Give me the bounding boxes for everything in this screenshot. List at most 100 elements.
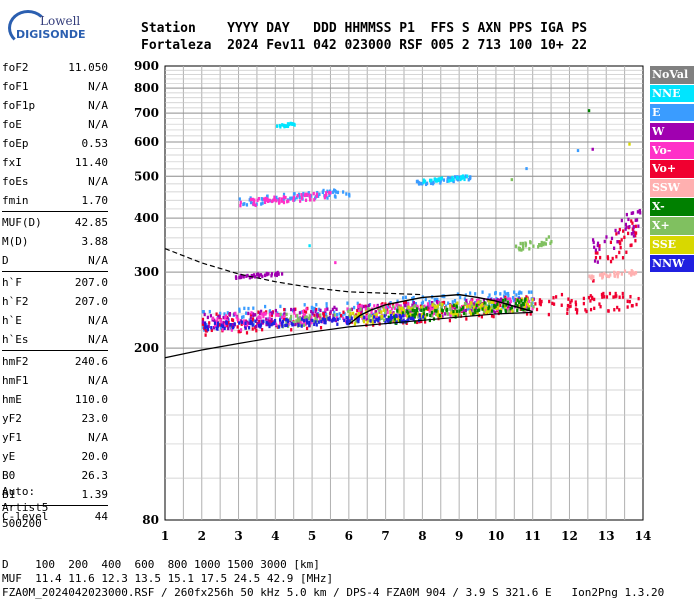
echo-mark — [530, 290, 533, 294]
echo-mark — [524, 308, 527, 313]
y-tick-label: 700 — [134, 106, 159, 120]
param-value: 240.6 — [74, 355, 108, 368]
echo-mark — [252, 306, 255, 310]
echo-mark — [313, 306, 316, 311]
param-row: hmE 110.0 — [2, 390, 108, 409]
echo-mark — [237, 318, 240, 322]
echo-mark — [613, 274, 616, 278]
echo-mark — [298, 311, 301, 315]
param-value: N/A — [88, 80, 108, 93]
echo-mark — [474, 310, 477, 315]
param-key: B1 — [2, 488, 16, 501]
echo-mark — [621, 291, 624, 296]
echo-mark — [235, 315, 238, 319]
echo-mark — [201, 322, 205, 326]
echo-mark — [513, 290, 516, 294]
echo-mark — [634, 231, 638, 235]
echo-mark — [603, 271, 606, 276]
echo-mark — [619, 245, 622, 250]
echo-mark — [317, 320, 320, 324]
echo-mark — [596, 251, 599, 255]
echo-mark — [315, 319, 318, 323]
echo-point — [308, 244, 311, 248]
echo-mark — [516, 308, 519, 313]
param-key: hmF2 — [2, 355, 29, 368]
echo-mark — [257, 196, 261, 201]
echo-mark — [410, 307, 413, 311]
echo-mark — [332, 188, 336, 192]
echo-mark — [270, 274, 273, 278]
echo-mark — [446, 307, 449, 312]
echo-mark — [228, 313, 231, 317]
echo-mark — [240, 322, 243, 326]
echo-mark — [268, 312, 272, 317]
echo-mark — [279, 125, 282, 129]
echo-mark — [312, 191, 315, 196]
echo-mark — [387, 320, 390, 325]
echo-mark — [635, 302, 638, 307]
echo-mark — [227, 326, 230, 331]
echo-mark — [384, 305, 387, 310]
param-key: fmin — [2, 194, 29, 207]
echo-mark — [430, 311, 434, 315]
echo-mark — [613, 246, 616, 250]
param-value: 207.0 — [74, 276, 108, 289]
echo-mark — [383, 314, 386, 318]
param-value: 1.70 — [81, 194, 109, 207]
echo-mark — [356, 318, 359, 322]
echo-mark — [390, 307, 393, 311]
echo-mark — [239, 203, 242, 208]
param-key: B0 — [2, 469, 16, 482]
echo-mark — [286, 319, 290, 324]
echo-mark — [299, 320, 302, 325]
echo-mark — [551, 301, 554, 306]
echo-mark — [245, 311, 248, 315]
echo-mark — [231, 318, 235, 323]
echo-mark — [569, 304, 572, 308]
echo-mark — [386, 310, 389, 314]
echo-point — [525, 167, 528, 171]
echo-mark — [400, 316, 403, 320]
echo-mark — [449, 303, 452, 308]
echo-mark — [622, 229, 625, 233]
echo-mark — [472, 302, 475, 306]
echo-mark — [422, 308, 426, 312]
echo-mark — [276, 270, 279, 275]
echo-mark — [414, 320, 417, 324]
echo-mark — [255, 317, 259, 321]
x-tick-label: 9 — [455, 529, 463, 543]
echo-mark — [315, 194, 318, 198]
echo-mark — [450, 307, 454, 311]
echo-mark — [602, 291, 605, 296]
echo-mark — [430, 314, 433, 318]
echo-mark — [527, 290, 531, 294]
echo-mark — [547, 235, 550, 239]
y-tick-label: 900 — [134, 59, 159, 73]
echo-mark — [300, 196, 304, 200]
echo-mark — [535, 307, 539, 312]
echo-mark — [225, 321, 228, 326]
echo-mark — [606, 256, 610, 261]
echo-mark — [398, 317, 401, 321]
echo-mark — [502, 294, 506, 298]
echo-mark — [522, 307, 525, 312]
echo-mark — [259, 325, 262, 329]
echo-mark — [507, 293, 510, 298]
echo-mark — [364, 307, 367, 311]
echo-mark — [205, 325, 209, 329]
echo-mark — [434, 297, 437, 302]
legend-entry: X- — [650, 198, 694, 216]
echo-mark — [508, 301, 511, 306]
echo-mark — [244, 326, 247, 330]
echo-mark — [433, 304, 436, 308]
echo-mark — [401, 306, 405, 310]
echo-mark — [520, 291, 523, 295]
echo-mark — [298, 321, 301, 325]
echo-mark — [632, 271, 635, 275]
echo-mark — [238, 197, 241, 201]
echo-mark — [363, 315, 366, 320]
echo-mark — [436, 300, 439, 305]
echo-mark — [618, 308, 621, 312]
echo-mark — [520, 248, 523, 252]
